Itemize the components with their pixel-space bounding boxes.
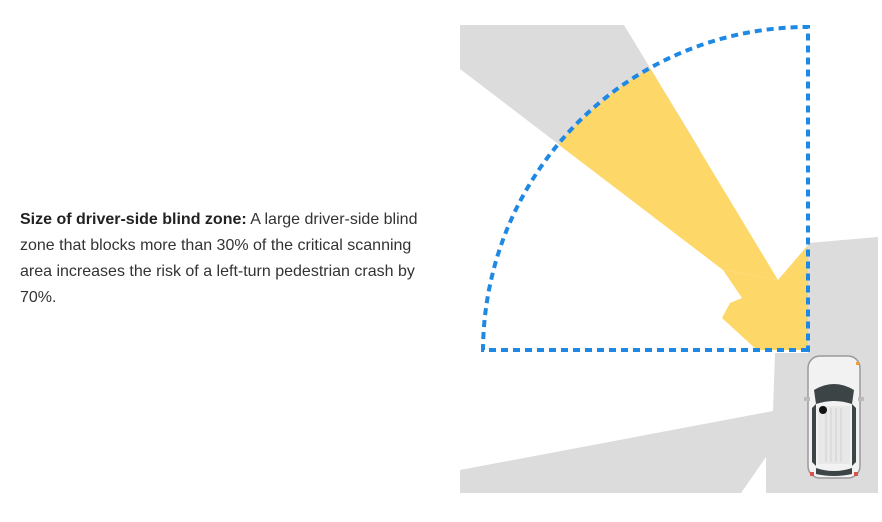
blind-zone-bottom: [460, 237, 878, 493]
car-top-view-icon: [804, 355, 864, 479]
sight-beam: [485, 27, 778, 280]
scanning-area-outline: [480, 24, 810, 352]
description-heading: Size of driver-side blind zone:: [20, 211, 247, 228]
description-body: A large driver-side blind zone that bloc…: [20, 211, 418, 306]
sight-arrow-icon: [722, 245, 808, 350]
blind-zone-description: Size of driver-side blind zone: A large …: [20, 207, 435, 311]
